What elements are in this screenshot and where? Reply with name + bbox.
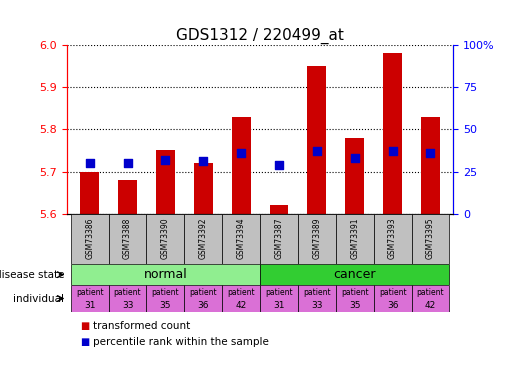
Text: 42: 42 — [235, 301, 247, 310]
Point — [199, 158, 208, 164]
FancyBboxPatch shape — [411, 214, 450, 264]
Point — [351, 155, 359, 161]
Text: GSM73392: GSM73392 — [199, 218, 208, 259]
Point — [161, 157, 169, 163]
FancyBboxPatch shape — [411, 285, 450, 312]
Bar — [383, 53, 402, 214]
Bar — [421, 117, 440, 214]
Text: GSM73394: GSM73394 — [236, 218, 246, 259]
Text: GSM73391: GSM73391 — [350, 218, 359, 259]
Text: patient: patient — [114, 288, 141, 297]
Text: individual: individual — [13, 294, 64, 303]
Point — [426, 150, 435, 156]
Text: 31: 31 — [84, 301, 95, 310]
FancyBboxPatch shape — [71, 214, 109, 264]
Text: ■: ■ — [80, 337, 89, 347]
Text: GSM73393: GSM73393 — [388, 218, 397, 259]
Point — [388, 148, 397, 154]
Bar — [232, 117, 251, 214]
FancyBboxPatch shape — [222, 285, 260, 312]
Text: 36: 36 — [387, 301, 399, 310]
FancyBboxPatch shape — [71, 264, 260, 285]
Text: patient: patient — [151, 288, 179, 297]
Text: 33: 33 — [311, 301, 322, 310]
FancyBboxPatch shape — [184, 214, 222, 264]
Text: normal: normal — [144, 268, 187, 281]
Text: patient: patient — [341, 288, 369, 297]
Text: GSM73390: GSM73390 — [161, 218, 170, 259]
Text: patient: patient — [227, 288, 255, 297]
Text: GSM73386: GSM73386 — [85, 218, 94, 259]
Text: patient: patient — [190, 288, 217, 297]
FancyBboxPatch shape — [146, 214, 184, 264]
FancyBboxPatch shape — [146, 285, 184, 312]
FancyBboxPatch shape — [184, 285, 222, 312]
FancyBboxPatch shape — [298, 285, 336, 312]
Text: GSM73395: GSM73395 — [426, 218, 435, 259]
Text: percentile rank within the sample: percentile rank within the sample — [93, 337, 269, 347]
FancyBboxPatch shape — [336, 285, 374, 312]
FancyBboxPatch shape — [222, 214, 260, 264]
FancyBboxPatch shape — [336, 214, 374, 264]
Text: GSM73387: GSM73387 — [274, 218, 284, 259]
Title: GDS1312 / 220499_at: GDS1312 / 220499_at — [176, 27, 344, 44]
Point — [124, 160, 132, 166]
Point — [237, 150, 245, 156]
Bar — [345, 138, 364, 214]
Point — [275, 162, 283, 168]
Text: 31: 31 — [273, 301, 285, 310]
Text: 42: 42 — [425, 301, 436, 310]
Bar — [307, 66, 327, 214]
Point — [313, 148, 321, 154]
FancyBboxPatch shape — [260, 214, 298, 264]
Text: GSM73389: GSM73389 — [313, 218, 321, 259]
Text: patient: patient — [417, 288, 444, 297]
Text: 33: 33 — [122, 301, 133, 310]
Text: GSM73388: GSM73388 — [123, 218, 132, 259]
Text: 35: 35 — [349, 301, 360, 310]
FancyBboxPatch shape — [374, 214, 411, 264]
Text: patient: patient — [76, 288, 104, 297]
Bar — [80, 171, 99, 214]
Text: ■: ■ — [80, 321, 89, 332]
FancyBboxPatch shape — [109, 285, 146, 312]
Text: patient: patient — [265, 288, 293, 297]
FancyBboxPatch shape — [109, 214, 146, 264]
Text: cancer: cancer — [334, 268, 376, 281]
Text: transformed count: transformed count — [93, 321, 190, 332]
Text: patient: patient — [303, 288, 331, 297]
Text: 35: 35 — [160, 301, 171, 310]
Text: 36: 36 — [198, 301, 209, 310]
FancyBboxPatch shape — [298, 214, 336, 264]
FancyBboxPatch shape — [260, 264, 450, 285]
Text: disease state: disease state — [0, 270, 64, 280]
Point — [85, 160, 94, 166]
FancyBboxPatch shape — [374, 285, 411, 312]
Bar — [194, 163, 213, 214]
Bar — [269, 205, 288, 214]
Bar — [118, 180, 137, 214]
Text: patient: patient — [379, 288, 406, 297]
FancyBboxPatch shape — [260, 285, 298, 312]
FancyBboxPatch shape — [71, 285, 109, 312]
Bar — [156, 150, 175, 214]
